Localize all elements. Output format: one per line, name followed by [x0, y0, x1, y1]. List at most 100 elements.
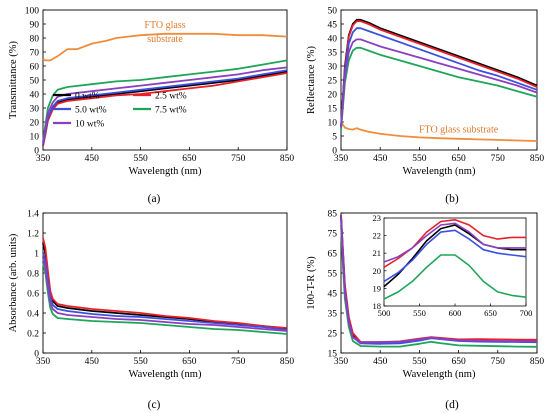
series-line-5-0-wt [42, 69, 288, 145]
inset-y-tick-label: 21 [373, 248, 382, 258]
x-tick-label: 750 [491, 357, 506, 367]
x-axis-label: Wavelength (nm) [403, 369, 476, 380]
x-tick-label: 550 [133, 154, 148, 164]
inset-series-line-10-wt [383, 222, 526, 263]
series-line-2-5-wt [42, 237, 288, 329]
x-tick-label: 350 [334, 154, 349, 164]
annotation-label: FTO glass substrate [419, 125, 499, 136]
x-tick-label: 850 [280, 357, 295, 367]
x-tick-label: 550 [133, 357, 148, 367]
x-tick-label: 650 [182, 154, 197, 164]
x-axis-label: Wavelength (nm) [129, 166, 202, 177]
inset-y-tick-label: 19 [373, 283, 382, 293]
inset-frame [383, 217, 527, 307]
y-tick-label: 45 [328, 20, 338, 30]
x-tick-label: 450 [373, 357, 388, 367]
annotation-label: substrate [147, 34, 183, 45]
y-tick-label: 30 [30, 104, 40, 114]
inset-y-tick-label: 20 [373, 266, 382, 276]
x-tick-label: 750 [231, 154, 246, 164]
series-line-7-5-wt [42, 262, 288, 335]
legend-label: 5.0 wt% [75, 105, 107, 115]
inset-x-tick-label: 500 [378, 308, 391, 318]
panel-label-b: (b) [445, 193, 459, 205]
legend-label: 10 wt% [75, 119, 104, 129]
x-tick-label: 750 [231, 357, 246, 367]
y-tick-label: 0.8 [27, 269, 39, 279]
plot-frame-d [340, 212, 538, 354]
inset-x-tick-label: 550 [413, 308, 426, 318]
y-axis-label: Reflectance (%) [306, 46, 317, 114]
series-line-7-5-wt [340, 46, 538, 131]
panel-c: (c) 350 450 550 650 750 850 0 0.2 0.4 0.6 0.8 1 1.2 1… [8, 209, 294, 411]
y-tick-label: 70 [30, 48, 40, 58]
y-tick-label: 40 [30, 90, 40, 100]
y-axis-label: 100-T-R (%) [306, 256, 317, 310]
x-tick-label: 850 [530, 154, 545, 164]
x-tick-label: 450 [85, 154, 100, 164]
y-tick-label: 1.4 [27, 209, 39, 219]
x-tick-label: 750 [491, 154, 506, 164]
y-axis-label: Transmittance (%) [8, 40, 19, 119]
y-tick-label: 10 [30, 132, 40, 142]
y-tick-label: 80 [30, 34, 40, 44]
x-tick-label: 350 [334, 357, 349, 367]
y-tick-label: 0 [34, 146, 39, 156]
plot-frame-c [42, 212, 288, 354]
legend-label: 2.5 wt% [155, 91, 187, 101]
y-tick-label: 15 [328, 349, 338, 359]
y-tick-label: 0.6 [27, 289, 39, 299]
panel-b: (b) 350 450 550 650 750 850 0 5 10 15 20 25 30 35 40 45… [306, 6, 544, 205]
series-line-10-wt [340, 38, 538, 128]
y-tick-label: 20 [30, 118, 40, 128]
x-axis-label: Wavelength (nm) [403, 166, 476, 177]
inset-y-tick-label: 23 [373, 213, 382, 223]
y-tick-label: 65 [328, 249, 338, 259]
y-tick-label: 60 [30, 62, 40, 72]
inset-y-tick-label: 18 [373, 301, 382, 311]
inset-series-line-5-0-wt [383, 229, 527, 283]
y-tick-label: 1 [34, 249, 39, 259]
series-line-fto-glass-substrate [340, 121, 538, 142]
y-tick-label: 85 [328, 209, 338, 219]
panel-a: (a) 350 450 550 650 750 850 0 10 20 30 40 50 60 70 80 9… [8, 6, 294, 205]
y-tick-label: 100 [25, 6, 40, 16]
x-tick-label: 550 [412, 154, 427, 164]
series-line-10-wt [42, 66, 288, 144]
annotation-label: FTO glass [144, 20, 185, 31]
series-line-2-5-wt [340, 20, 538, 128]
y-tick-label: 35 [328, 309, 338, 319]
x-tick-label: 650 [451, 154, 466, 164]
panel-label-c: (c) [148, 399, 161, 411]
y-tick-label: 55 [328, 269, 338, 279]
y-tick-label: 0 [34, 349, 39, 359]
x-tick-label: 550 [412, 357, 427, 367]
y-axis-label: Absorbance (arb. units) [8, 233, 19, 332]
y-tick-label: 50 [30, 76, 40, 86]
y-tick-label: 35 [328, 48, 338, 58]
y-tick-label: 30 [328, 62, 338, 72]
y-tick-label: 0 [332, 146, 337, 156]
y-tick-label: 75 [328, 229, 338, 239]
x-tick-label: 350 [36, 357, 51, 367]
y-tick-label: 20 [328, 90, 338, 100]
y-tick-label: 90 [30, 20, 40, 30]
inset-series-line-7-5-wt [383, 254, 527, 300]
y-tick-label: 5 [332, 132, 337, 142]
series-line-5-0-wt [42, 252, 288, 331]
inset-x-tick-label: 650 [484, 308, 497, 318]
x-axis-label: Wavelength (nm) [129, 369, 202, 380]
legend-label: 7.5 wt% [155, 105, 187, 115]
y-tick-label: 10 [328, 118, 338, 128]
y-tick-label: 25 [328, 76, 338, 86]
x-tick-label: 650 [182, 357, 197, 367]
y-tick-label: 1.2 [27, 229, 39, 239]
y-tick-label: 0.2 [27, 329, 39, 339]
series-line-2-5-wt [42, 72, 288, 146]
legend-label: 0 wt% [75, 91, 100, 101]
panel-label-a: (a) [148, 193, 161, 205]
series-line-fto-glass-substrate [42, 32, 288, 62]
series-line-7-5-wt [42, 59, 288, 142]
y-tick-label: 0.4 [27, 309, 39, 319]
